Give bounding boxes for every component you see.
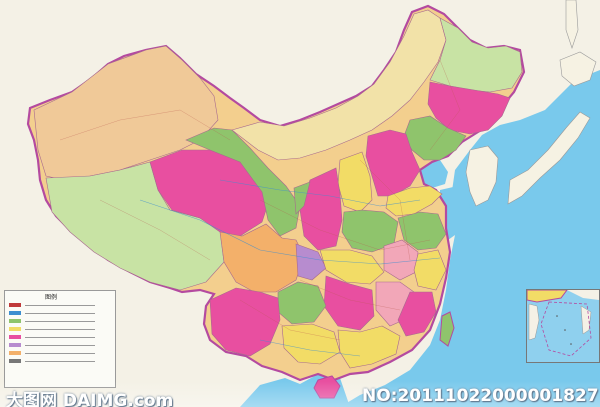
province-fujian xyxy=(397,291,437,337)
legend-row xyxy=(9,351,109,356)
inset-canvas xyxy=(527,290,599,362)
province-hubei xyxy=(319,249,385,285)
province-ningxia xyxy=(293,181,311,215)
legend-row xyxy=(9,311,109,316)
hokkaido xyxy=(559,51,597,87)
province-guangdong xyxy=(337,325,401,369)
south-china-sea-inset xyxy=(526,289,600,363)
province-guangxi xyxy=(281,323,341,365)
sakhalin xyxy=(565,0,579,49)
site-logo-watermark: 大图网 DAIMG.com xyxy=(6,391,174,407)
road-network xyxy=(59,59,461,341)
province-shaanxi xyxy=(299,167,343,251)
province-jilin xyxy=(427,81,511,135)
legend-title: 图例 xyxy=(45,294,58,301)
watermark-bar xyxy=(0,381,600,407)
legend-row xyxy=(9,327,109,332)
legend-row xyxy=(9,303,109,308)
province-gansu xyxy=(185,127,301,237)
province-yunnan xyxy=(209,287,281,357)
yellow-sea xyxy=(440,185,470,240)
province-hainan xyxy=(313,375,341,399)
map-legend: 图例 xyxy=(4,290,116,388)
legend-row xyxy=(9,343,109,348)
province-guizhou xyxy=(277,281,327,325)
legend-row xyxy=(9,335,109,340)
province-chongqing xyxy=(295,243,327,281)
river-network xyxy=(139,179,441,357)
legend-row xyxy=(9,359,109,364)
province-hunan xyxy=(323,275,375,331)
japan-islands xyxy=(507,111,591,205)
province-taiwan xyxy=(439,311,455,347)
image-number-watermark: NO:20111022000001827 xyxy=(362,386,599,406)
legend-row xyxy=(9,319,109,324)
korea-peninsula xyxy=(465,145,499,207)
province-jiangsu xyxy=(397,211,447,251)
province-heilongjiang xyxy=(429,17,523,93)
